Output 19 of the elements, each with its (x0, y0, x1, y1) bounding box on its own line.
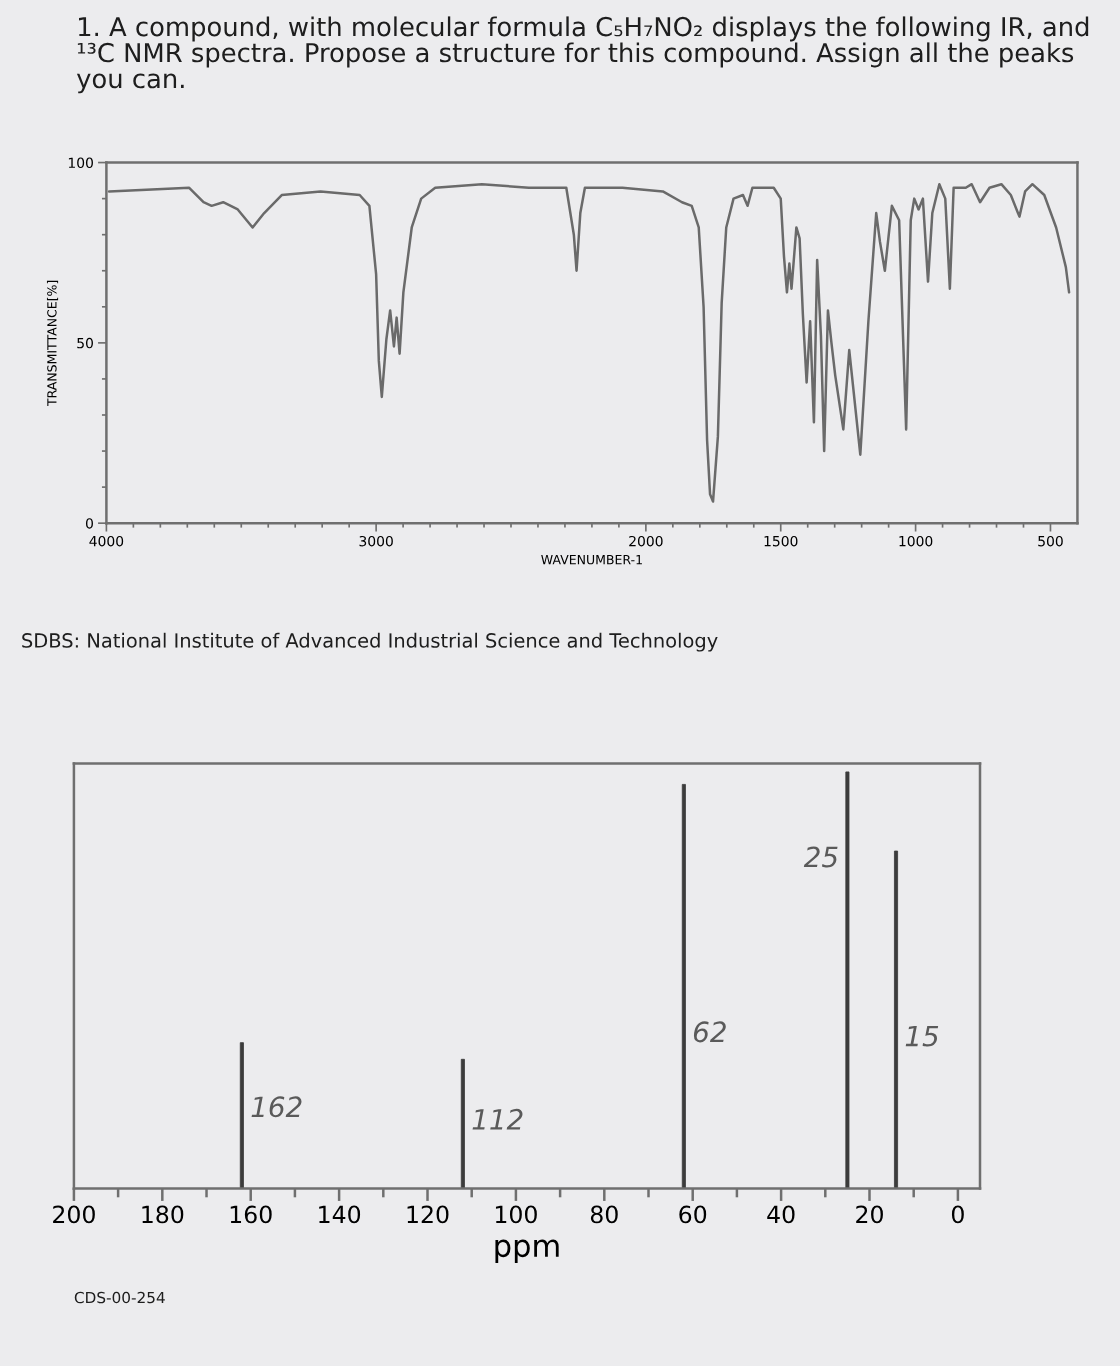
annotation: 25 (803, 846, 838, 868)
text: SDBS: National Institute of Advanced Industrial Science and Technology (22, 632, 718, 652)
x-tick-label: 60 (679, 1205, 707, 1224)
annotation: 162 (251, 1096, 302, 1118)
x-tick-label: 200 (53, 1205, 95, 1224)
x-tick-label: 160 (230, 1205, 272, 1224)
chart-title: 1. A compound, with molecular formula C₅H₇NO₂ displays the following IR, and ¹³C NMR spectra. Propose a structure for this compound. Assign all the peaks you can. (76, 16, 1089, 94)
annotation: 112 (472, 1108, 523, 1130)
x-tick-label: 180 (142, 1205, 184, 1224)
x-tick-label: 120 (407, 1205, 449, 1224)
x-tick-label: 20 (856, 1205, 883, 1224)
x-tick-label: 100 (495, 1205, 537, 1224)
x-tick-label: 80 (590, 1205, 618, 1224)
x-tick-label: 0 (951, 1205, 964, 1224)
x-tick-label: 40 (767, 1205, 795, 1224)
annotation: 15 (905, 1025, 939, 1047)
annotation: 62 (693, 1021, 726, 1043)
x-axis-title: ppm (495, 1239, 559, 1264)
x-tick-label: 140 (319, 1205, 361, 1224)
